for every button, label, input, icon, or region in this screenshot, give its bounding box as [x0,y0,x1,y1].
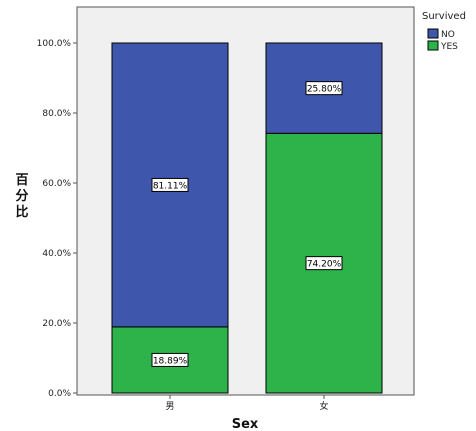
y-axis-title: 百分比 [15,173,28,220]
data-label-box [151,177,189,192]
x-tick-label: 女 [319,400,328,412]
data-label-box [305,256,343,271]
legend-label-yes: YES [440,42,458,52]
legend: Survived NO YES [422,11,466,52]
y-tick-label: 100.0% [37,39,72,49]
data-label: 81.11% [153,181,188,191]
y-tick-label: 0.0% [48,389,71,399]
legend-swatch-no [427,28,439,39]
y-tick-label: 80.0% [42,109,71,119]
y-tick-label: 20.0% [42,319,71,329]
data-label: 25.80% [307,85,342,95]
x-axis: 男女 [165,395,329,412]
data-label: 18.89% [153,356,188,366]
data-label-box [151,352,189,367]
legend-title: Survived [422,11,466,22]
x-tick-label: 男 [165,401,174,412]
legend-items: NO YES [427,28,458,52]
legend-label-no: NO [441,30,455,40]
y-tick-label: 60.0% [42,179,71,189]
x-axis-title: Sex [232,417,259,431]
data-label-box [305,81,343,96]
y-axis: 0.0% 20.0% 40.0% 60.0% 80.0% 100.0% [37,39,77,399]
data-labels-layer: 18.89% 81.11% 74.20% 25.80% [151,81,343,367]
legend-swatch-yes [427,40,439,51]
data-label: 74.20% [307,260,342,270]
y-tick-label: 40.0% [42,249,71,259]
